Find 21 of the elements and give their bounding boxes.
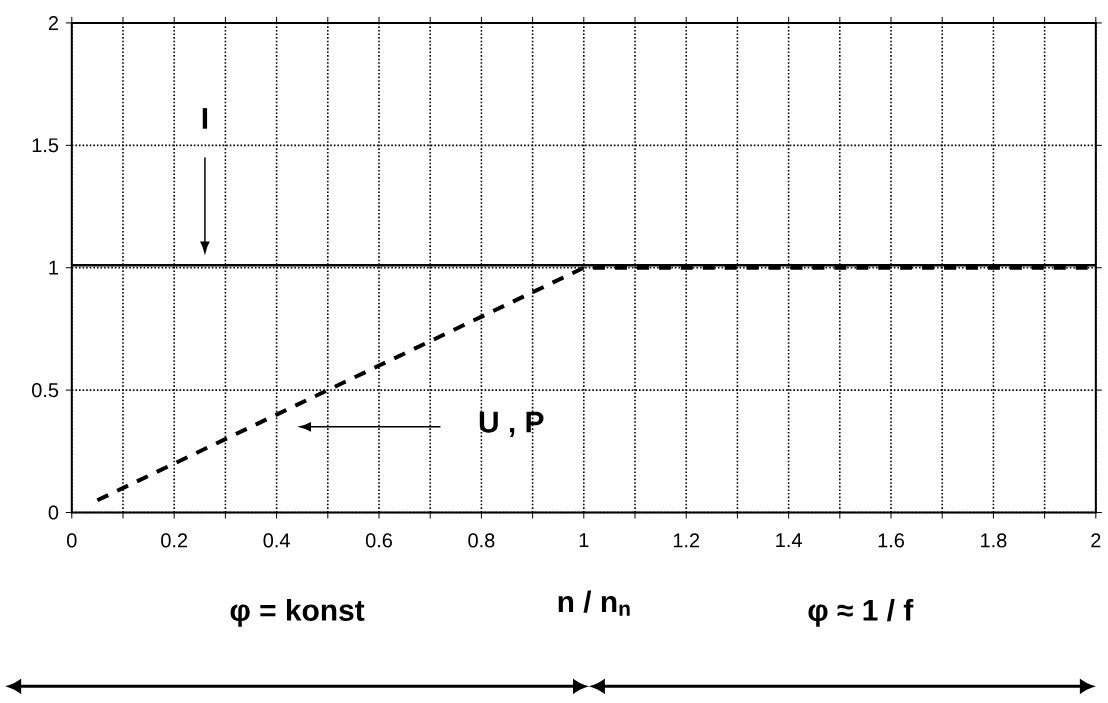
x-tick-label: 0.4	[263, 533, 290, 548]
text: φ = konst	[230, 598, 365, 627]
annotation: U , P	[479, 411, 544, 438]
x-tick-label: 0	[67, 533, 77, 548]
x-tick-label: 2	[1091, 533, 1101, 548]
x-tick-label: 1.4	[776, 533, 802, 548]
x-tick-label: 1.2	[673, 533, 700, 548]
x-tick-label: 0.6	[365, 533, 392, 548]
x-tick-label: 1.8	[981, 533, 1007, 548]
text: φ ≈ 1 / f	[808, 598, 914, 627]
y-tick-label: 1	[49, 260, 58, 275]
x-tick-label: 0.8	[468, 533, 495, 548]
x-axis-title: n / n$_{n}$	[558, 590, 630, 616]
x-tick-label: 0.2	[161, 533, 188, 548]
y-tick-label: 0	[48, 505, 59, 520]
x-tick-label: 1	[579, 533, 589, 548]
annotation: I	[202, 108, 208, 129]
y-tick-label: 0.5	[32, 383, 59, 398]
y-tick-label: 2	[48, 15, 58, 30]
x-tick-label: 1.6	[878, 533, 904, 548]
y-tick-label: 1.5	[32, 138, 59, 153]
